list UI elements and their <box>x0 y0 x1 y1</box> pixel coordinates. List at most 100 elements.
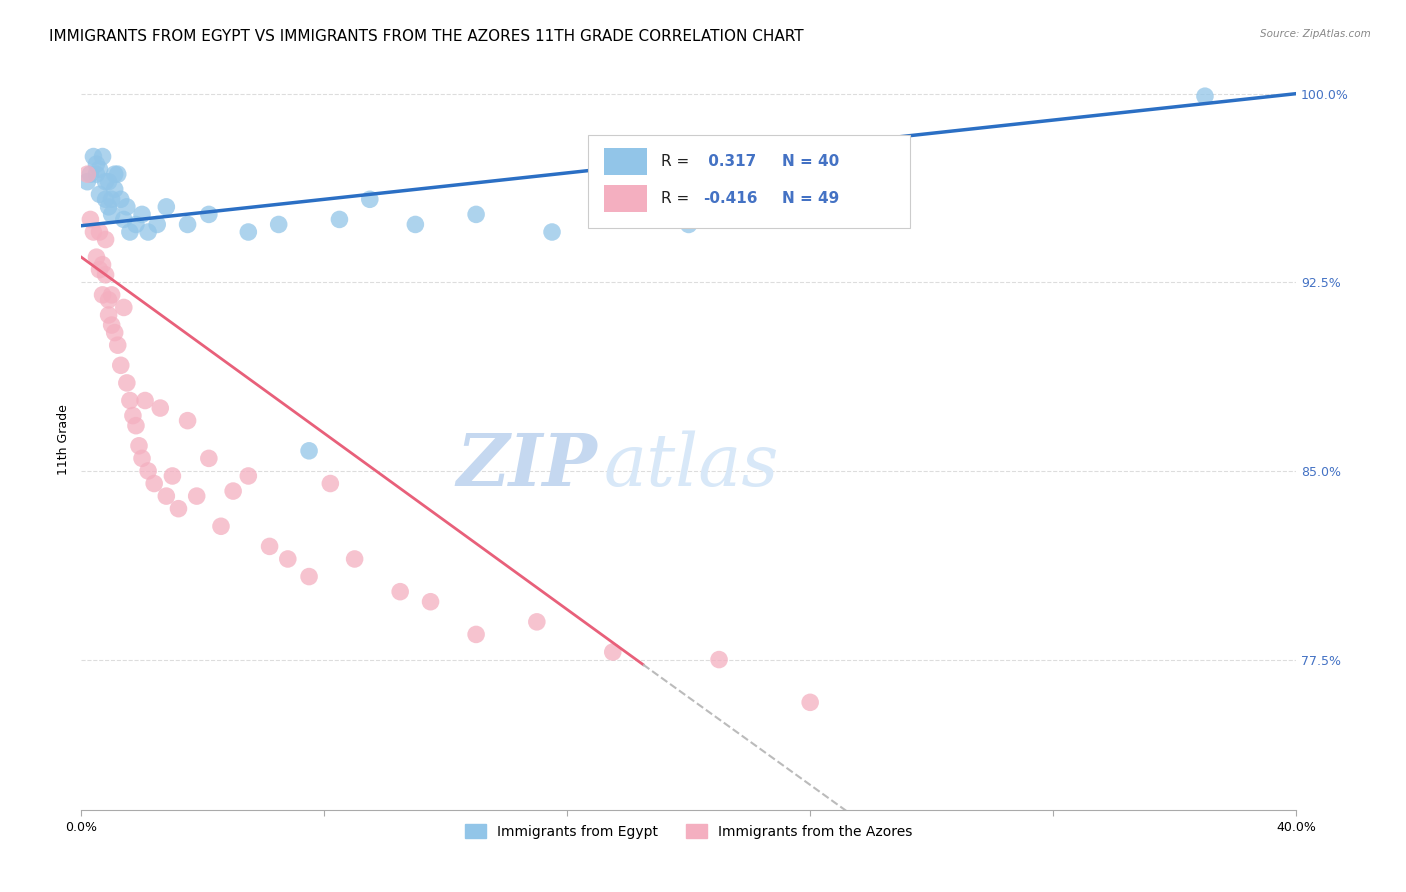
Point <box>602 645 624 659</box>
Text: -0.416: -0.416 <box>703 191 758 206</box>
Point <box>100 207 122 221</box>
Point <box>526 615 548 629</box>
Point <box>118 393 141 408</box>
Point <box>89 225 111 239</box>
Point <box>110 192 132 206</box>
Point <box>125 218 148 232</box>
Point <box>94 192 117 206</box>
Point <box>86 157 108 171</box>
Point <box>799 695 821 709</box>
Text: N = 40: N = 40 <box>782 153 839 169</box>
Text: R =: R = <box>661 191 689 206</box>
Point <box>107 167 129 181</box>
Point <box>198 207 221 221</box>
Text: ZIP: ZIP <box>457 430 598 501</box>
Point <box>155 200 177 214</box>
Point <box>94 175 117 189</box>
Point <box>97 175 120 189</box>
Point <box>162 469 184 483</box>
Point <box>259 540 281 554</box>
Point <box>86 167 108 181</box>
Point <box>97 308 120 322</box>
Point <box>91 288 114 302</box>
Point <box>1194 89 1216 103</box>
Point <box>298 569 321 583</box>
Point <box>359 192 381 206</box>
Y-axis label: 11th Grade: 11th Grade <box>58 404 70 475</box>
Point <box>118 225 141 239</box>
Point <box>319 476 342 491</box>
Point <box>238 469 260 483</box>
Text: IMMIGRANTS FROM EGYPT VS IMMIGRANTS FROM THE AZORES 11TH GRADE CORRELATION CHART: IMMIGRANTS FROM EGYPT VS IMMIGRANTS FROM… <box>49 29 804 44</box>
Point <box>277 552 299 566</box>
Point <box>328 212 350 227</box>
FancyBboxPatch shape <box>588 136 910 228</box>
Point <box>136 464 159 478</box>
Point <box>143 476 166 491</box>
Text: Source: ZipAtlas.com: Source: ZipAtlas.com <box>1260 29 1371 38</box>
Point <box>94 268 117 282</box>
Point <box>186 489 208 503</box>
Point <box>91 150 114 164</box>
Point <box>707 652 730 666</box>
Point <box>82 150 104 164</box>
Point <box>198 451 221 466</box>
Point <box>107 338 129 352</box>
Point <box>89 162 111 177</box>
Point <box>79 212 101 227</box>
Point <box>97 293 120 307</box>
Point <box>343 552 366 566</box>
Point <box>389 584 412 599</box>
Point <box>149 401 172 415</box>
Point <box>404 218 426 232</box>
Point <box>209 519 232 533</box>
Point <box>76 175 98 189</box>
Point <box>82 225 104 239</box>
Text: R =: R = <box>661 153 689 169</box>
Point <box>465 627 488 641</box>
Point <box>91 258 114 272</box>
Point <box>97 200 120 214</box>
Point <box>419 595 441 609</box>
Point <box>298 443 321 458</box>
Point <box>122 409 145 423</box>
Point <box>541 225 564 239</box>
Point <box>86 250 108 264</box>
Point <box>146 218 169 232</box>
Point <box>94 233 117 247</box>
FancyBboxPatch shape <box>603 148 647 175</box>
Point <box>678 218 700 232</box>
Point <box>100 192 122 206</box>
Point <box>104 167 127 181</box>
Point <box>799 200 821 214</box>
Point <box>115 376 138 390</box>
Point <box>602 212 624 227</box>
Point <box>155 489 177 503</box>
Point <box>176 218 198 232</box>
Point <box>104 182 127 196</box>
Point <box>112 301 135 315</box>
Point <box>100 318 122 332</box>
Text: N = 49: N = 49 <box>782 191 839 206</box>
FancyBboxPatch shape <box>603 185 647 211</box>
Point <box>76 167 98 181</box>
Point <box>238 225 260 239</box>
Point <box>136 225 159 239</box>
Point <box>134 393 156 408</box>
Point <box>131 451 153 466</box>
Point <box>128 439 150 453</box>
Point <box>89 262 111 277</box>
Point <box>465 207 488 221</box>
Point <box>125 418 148 433</box>
Point <box>100 288 122 302</box>
Text: 0.317: 0.317 <box>703 153 756 169</box>
Point <box>79 167 101 181</box>
Point <box>176 414 198 428</box>
Point <box>89 187 111 202</box>
Legend: Immigrants from Egypt, Immigrants from the Azores: Immigrants from Egypt, Immigrants from t… <box>460 819 918 845</box>
Point <box>112 212 135 227</box>
Point <box>267 218 290 232</box>
Text: atlas: atlas <box>603 430 779 500</box>
Point <box>131 207 153 221</box>
Point <box>222 484 245 499</box>
